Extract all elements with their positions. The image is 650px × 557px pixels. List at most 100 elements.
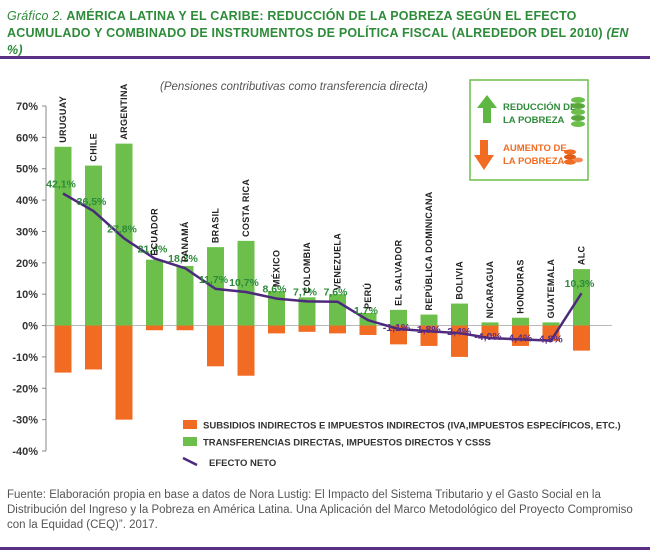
- net-effect-label: 8,6%: [263, 284, 288, 296]
- net-effect-label: 10,7%: [229, 277, 259, 289]
- chart-title-unit: (EN %): [7, 26, 629, 57]
- net-effect-label: 42,1%: [46, 179, 76, 191]
- y-tick-label: 30%: [16, 226, 38, 238]
- bar-transfers: [329, 294, 346, 326]
- category-label: REPÚBLICA DOMINICANA: [423, 191, 434, 310]
- bar-transfers: [390, 309, 407, 326]
- category-labels: URUGUAY CHILE ARGENTINA ECUADOR PANAMÁ BRASIL…: [58, 83, 587, 318]
- net-effect-label: 36,5%: [77, 196, 107, 208]
- net-effect-label: -4,0%: [474, 331, 502, 343]
- category-label: ECUADOR: [150, 208, 160, 256]
- chart-title-lead: Gráfico 2.: [7, 9, 64, 23]
- top-divider: [0, 56, 650, 59]
- net-effect-label: 7,6%: [324, 287, 349, 299]
- orange-coins-icon: [564, 149, 583, 165]
- bar-transfers: [542, 322, 560, 326]
- legend-label-orange: SUBSIDIOS INDIRECTOS E IMPUESTOS INDIREC…: [203, 421, 621, 432]
- category-label: BRASIL: [211, 208, 221, 244]
- net-effect-label: -4,4%: [505, 332, 533, 344]
- net-effect-label: 27,8%: [107, 223, 137, 235]
- bar-transfers: [298, 297, 316, 326]
- y-axis: 70% 60% 50% 40% 30% 20% 10% 0% -10% -20% -30% -40%: [12, 101, 612, 458]
- bar-subsidies: [542, 325, 560, 342]
- chart-subtitle: (Pensiones contributivas como transferen…: [160, 81, 428, 93]
- orange-down-arrow-icon: [474, 140, 494, 170]
- category-label: ARGENTINA: [119, 83, 129, 139]
- bar-subsidies: [298, 325, 316, 332]
- category-label: ALC: [577, 245, 587, 265]
- bar-subsidies: [237, 325, 255, 376]
- bar-transfers: [481, 322, 499, 326]
- y-tick-label: 40%: [16, 195, 38, 207]
- y-tick-label: 60%: [16, 132, 38, 144]
- y-tick-label: 50%: [16, 164, 38, 176]
- reduction-label-2: LA POBREZA: [503, 115, 565, 126]
- category-label: NICARAGUA: [485, 261, 495, 319]
- net-effect-label: 10,3%: [565, 278, 595, 290]
- bar-subsidies: [115, 325, 133, 420]
- bar-transfers: [237, 240, 255, 326]
- net-effect-label: -4,8%: [535, 334, 563, 346]
- bar-transfers: [573, 269, 590, 326]
- y-tick-label: -40%: [12, 446, 38, 458]
- bar-subsidies: [85, 325, 102, 370]
- y-tick-label: -20%: [12, 383, 38, 395]
- category-label: COSTA RICA: [241, 179, 251, 237]
- bar-transfers: [176, 265, 194, 326]
- bars: [54, 143, 590, 420]
- increase-label-1: AUMENTO DE: [503, 143, 567, 154]
- bar-subsidies: [146, 325, 163, 331]
- category-label: COLOMBIA: [302, 242, 312, 294]
- bar-transfers: [115, 143, 133, 326]
- chart-title: Gráfico 2. AMÉRICA LATINA Y EL CARIBE: R…: [7, 8, 643, 59]
- bar-subsidies: [481, 325, 499, 337]
- increase-label-2: LA POBREZA: [503, 156, 565, 167]
- bottom-divider: [0, 547, 650, 550]
- y-tick-label: 70%: [16, 101, 38, 113]
- bar-subsidies: [176, 325, 194, 331]
- bar-transfers: [207, 247, 224, 326]
- category-label: PERÚ: [362, 283, 373, 309]
- y-tick-label: 0%: [22, 321, 38, 333]
- category-label: GUATEMALA: [546, 259, 556, 319]
- net-effect-label: -1,8%: [413, 324, 441, 336]
- category-label: CHILE: [89, 133, 99, 162]
- data-labels: 42,1%36,5% 27,8%21,4%18,3%11,7% 10,7% 8,6% 7…: [46, 179, 595, 346]
- bar-subsidies: [573, 325, 590, 351]
- reduction-label-1: REDUCCIÓN DE: [503, 101, 576, 113]
- category-label: BOLIVIA: [455, 261, 465, 300]
- legend-label-green: TRANSFERENCIAS DIRECTAS, IMPUESTOS DIREC…: [203, 438, 491, 449]
- green-coins-icon: [571, 97, 585, 127]
- bar-subsidies: [329, 325, 346, 334]
- category-label: EL SALVADOR: [394, 239, 404, 306]
- chart-title-text: AMÉRICA LATINA Y EL CARIBE: REDUCCIÓN DE…: [7, 9, 603, 40]
- category-label: HONDURAS: [516, 259, 526, 313]
- green-up-arrow-icon: [477, 95, 497, 123]
- y-tick-label: -30%: [12, 415, 38, 427]
- bar-transfers: [512, 317, 529, 326]
- category-label: VENEZUELA: [333, 233, 343, 290]
- net-effect-label: 18,3%: [168, 253, 198, 265]
- series-legend: SUBSIDIOS INDIRECTOS E IMPUESTOS INDIREC…: [182, 420, 621, 469]
- y-tick-label: 10%: [16, 289, 38, 301]
- legend-label-line: EFECTO NETO: [209, 458, 276, 469]
- category-label: PANAMÁ: [180, 221, 190, 262]
- bar-transfers: [146, 259, 163, 326]
- legend-swatch-line: [182, 456, 198, 467]
- net-effect-label: -1,1%: [383, 322, 411, 334]
- legend-swatch-orange: [183, 420, 197, 429]
- net-effect-polyline: [62, 192, 583, 342]
- net-effect-label: 11,7%: [199, 274, 229, 286]
- bar-transfers: [451, 303, 468, 326]
- poverty-effect-box: REDUCCIÓN DE LA POBREZA AUMENTO DE LA PO…: [469, 79, 589, 181]
- bar-subsidies: [359, 325, 377, 335]
- net-effect-label: 1,7%: [354, 305, 379, 317]
- bar-subsidies: [268, 325, 285, 334]
- y-tick-label: 20%: [16, 258, 38, 270]
- bar-subsidies: [512, 325, 529, 346]
- category-label: MÉXICO: [272, 250, 282, 287]
- y-tick-label: -10%: [12, 352, 38, 364]
- net-effect-line: [62, 192, 583, 342]
- net-effect-label: 7,7%: [293, 286, 318, 298]
- source-note: Fuente: Elaboración propia en base a dat…: [7, 489, 633, 531]
